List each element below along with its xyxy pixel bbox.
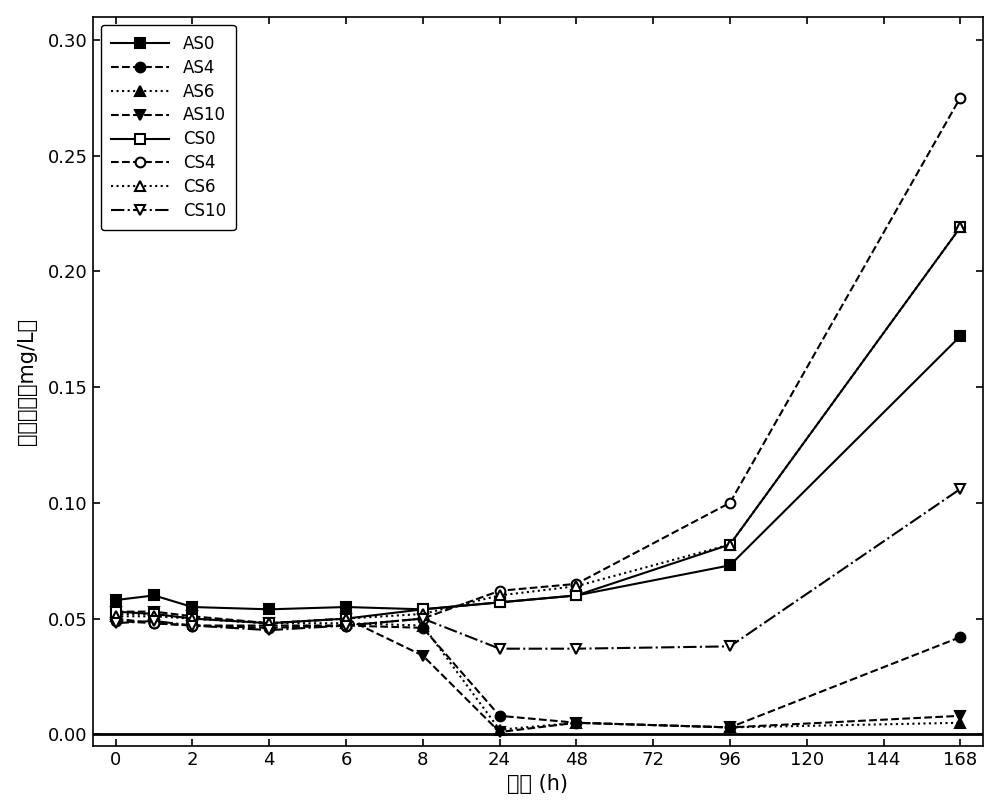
AS6	[340, 618, 352, 628]
CS10	[340, 620, 352, 630]
AS6	[148, 609, 160, 619]
CS6	[494, 590, 506, 600]
CS0	[263, 618, 275, 628]
AS10	[186, 611, 198, 621]
AS6	[263, 618, 275, 628]
AS0	[417, 604, 429, 614]
X-axis label: 时间 (h): 时间 (h)	[507, 775, 568, 794]
AS10	[263, 618, 275, 628]
Line: AS4: AS4	[111, 614, 965, 732]
CS4	[494, 586, 506, 595]
AS4	[148, 618, 160, 628]
CS4	[340, 620, 352, 630]
CS6	[417, 609, 429, 619]
CS6	[110, 611, 122, 621]
AS0	[263, 604, 275, 614]
AS10	[494, 727, 506, 737]
CS0	[340, 614, 352, 624]
AS4	[417, 623, 429, 633]
AS4	[954, 633, 966, 642]
AS0	[954, 331, 966, 341]
Line: CS6: CS6	[111, 222, 965, 628]
CS0	[954, 222, 966, 232]
AS0	[494, 598, 506, 607]
AS0	[110, 595, 122, 605]
CS6	[954, 222, 966, 232]
AS4	[724, 723, 736, 732]
Line: AS6: AS6	[111, 609, 965, 735]
Line: AS10: AS10	[111, 607, 965, 737]
CS4	[417, 614, 429, 624]
CS10	[570, 644, 582, 654]
AS4	[186, 620, 198, 630]
CS6	[724, 539, 736, 549]
AS6	[186, 614, 198, 624]
AS10	[417, 650, 429, 660]
Line: AS0: AS0	[111, 331, 965, 614]
AS10	[570, 718, 582, 727]
CS10	[263, 625, 275, 635]
Line: CS0: CS0	[111, 222, 965, 628]
CS10	[494, 644, 506, 654]
AS10	[954, 711, 966, 721]
AS10	[340, 614, 352, 624]
CS10	[148, 616, 160, 626]
CS10	[186, 620, 198, 630]
Y-axis label: 亚硝酸盐（mg/L）: 亚硝酸盐（mg/L）	[17, 318, 37, 445]
Line: CS10: CS10	[111, 484, 965, 654]
AS0	[148, 590, 160, 600]
AS4	[340, 620, 352, 630]
CS10	[724, 642, 736, 651]
AS0	[724, 560, 736, 570]
CS4	[724, 498, 736, 508]
CS6	[263, 618, 275, 628]
AS6	[494, 725, 506, 735]
CS6	[340, 614, 352, 624]
CS0	[110, 607, 122, 616]
AS10	[724, 723, 736, 732]
AS4	[263, 620, 275, 630]
Legend: AS0, AS4, AS6, AS10, CS0, CS4, CS6, CS10: AS0, AS4, AS6, AS10, CS0, CS4, CS6, CS10	[101, 25, 236, 230]
CS4	[110, 616, 122, 626]
CS6	[186, 614, 198, 624]
AS0	[570, 590, 582, 600]
CS6	[148, 611, 160, 621]
AS6	[570, 718, 582, 727]
Line: CS4: CS4	[111, 92, 965, 633]
CS6	[570, 581, 582, 591]
CS4	[954, 92, 966, 102]
CS10	[954, 484, 966, 494]
AS6	[954, 718, 966, 727]
AS6	[417, 620, 429, 630]
CS0	[494, 598, 506, 607]
CS4	[186, 620, 198, 630]
AS10	[148, 607, 160, 616]
CS4	[148, 618, 160, 628]
AS4	[494, 711, 506, 721]
CS10	[417, 614, 429, 624]
CS0	[186, 614, 198, 624]
AS4	[570, 718, 582, 727]
AS0	[340, 602, 352, 611]
AS6	[724, 723, 736, 732]
CS4	[570, 579, 582, 589]
AS10	[110, 607, 122, 616]
CS0	[148, 609, 160, 619]
CS0	[417, 604, 429, 614]
CS0	[724, 539, 736, 549]
CS0	[570, 590, 582, 600]
AS0	[186, 602, 198, 611]
AS4	[110, 614, 122, 624]
CS4	[263, 623, 275, 633]
CS10	[110, 618, 122, 628]
AS6	[110, 609, 122, 619]
